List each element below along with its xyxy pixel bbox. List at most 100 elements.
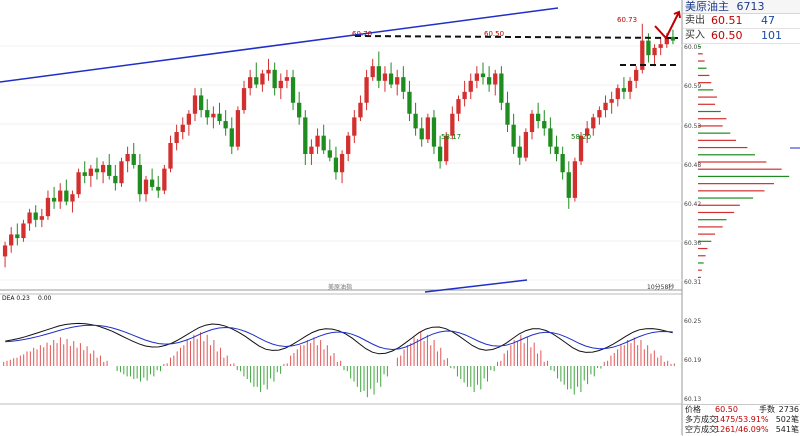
candle-body bbox=[2, 245, 8, 257]
volume-profile-bar bbox=[698, 132, 731, 134]
candle-body bbox=[450, 113, 455, 136]
volume-profile-bar bbox=[698, 110, 721, 113]
candle-body bbox=[290, 77, 296, 103]
candle-body bbox=[82, 172, 87, 176]
stat-long-lots: 502笔 bbox=[775, 415, 799, 424]
candle-body bbox=[137, 164, 143, 195]
stat-price-label: 价格 bbox=[685, 405, 701, 414]
candle-body bbox=[658, 44, 663, 48]
candle-body bbox=[425, 117, 430, 140]
candle-body bbox=[168, 143, 173, 169]
price-tick: 60.53 bbox=[684, 123, 701, 130]
candle-body bbox=[523, 132, 529, 158]
macd-dea-line bbox=[5, 324, 673, 351]
volume-profile-bar bbox=[698, 197, 754, 199]
footer-label: 美原油指 bbox=[328, 283, 352, 291]
quote-title: 美原油主 bbox=[685, 0, 729, 13]
candle-body bbox=[229, 128, 234, 147]
candle-body bbox=[591, 117, 596, 129]
quote-title-row: 美原油主 6713 bbox=[683, 0, 800, 14]
volume-profile-bar bbox=[698, 240, 712, 242]
candle-body bbox=[223, 121, 228, 129]
macd-tick: 60.13 bbox=[684, 396, 701, 403]
candlestick-series bbox=[2, 23, 676, 268]
volume-profile-bar bbox=[698, 60, 705, 62]
stat-short-lots: 541笔 bbox=[775, 425, 799, 434]
candle-body bbox=[100, 164, 106, 173]
candle-body bbox=[352, 117, 357, 136]
upper-trend-line bbox=[0, 7, 559, 83]
volume-profile-bar bbox=[698, 233, 716, 235]
candle-body bbox=[339, 153, 345, 173]
price-tick: 60.31 bbox=[684, 279, 701, 286]
buy-price: 60.50 bbox=[711, 29, 743, 42]
candle-body bbox=[395, 77, 400, 85]
candle-body bbox=[254, 77, 259, 85]
candle-body bbox=[370, 66, 375, 78]
annotation-low-1: 58.17 bbox=[441, 133, 461, 141]
candle-body bbox=[149, 179, 155, 187]
candle-body bbox=[51, 197, 57, 202]
macd-dif-line bbox=[5, 322, 673, 355]
candle-body bbox=[407, 91, 412, 114]
candle-body bbox=[235, 110, 241, 147]
volume-profile-bar bbox=[698, 269, 702, 271]
time-label: 10分58秒 bbox=[647, 283, 674, 291]
candle-body bbox=[646, 40, 651, 56]
volume-profile-bar bbox=[698, 161, 767, 163]
candle-body bbox=[529, 113, 535, 133]
candle-body bbox=[143, 179, 149, 195]
buy-row[interactable]: 买入 60.50 101 bbox=[683, 29, 800, 44]
candle-body bbox=[401, 77, 406, 92]
price-tick: 60.59 bbox=[684, 83, 701, 90]
candle-body bbox=[388, 73, 394, 85]
stat-long-label: 多方成交 bbox=[685, 415, 717, 424]
candle-body bbox=[327, 150, 332, 158]
candle-body bbox=[382, 73, 388, 81]
candle-body bbox=[162, 168, 167, 191]
sell-price: 60.51 bbox=[711, 14, 743, 27]
stat-lots-value: 2736 bbox=[778, 405, 799, 414]
candle-body bbox=[241, 88, 247, 111]
candle-body bbox=[192, 95, 198, 114]
candle-body bbox=[70, 194, 75, 202]
candle-body bbox=[474, 73, 480, 81]
price-tick: 60.48 bbox=[684, 162, 701, 169]
candle-body bbox=[76, 172, 81, 195]
candle-body bbox=[131, 153, 136, 165]
candle-body bbox=[278, 80, 283, 89]
volume-profile-bar bbox=[698, 96, 717, 98]
candle-body bbox=[33, 212, 38, 220]
trade-stats-panel: 价格 60.50 手数 2736 多方成交 1475/53.91% 502笔 空… bbox=[682, 404, 800, 436]
candle-body bbox=[315, 135, 320, 147]
candle-body bbox=[364, 77, 369, 103]
candle-body bbox=[58, 190, 63, 202]
candle-body bbox=[468, 80, 473, 92]
candle-body bbox=[64, 190, 69, 202]
candle-body bbox=[634, 69, 639, 81]
candle-body bbox=[211, 113, 216, 118]
candle-body bbox=[621, 88, 627, 92]
candle-body bbox=[652, 47, 657, 56]
candle-body bbox=[27, 212, 32, 224]
macd-value: 0.00 bbox=[38, 295, 52, 302]
candle-body bbox=[511, 124, 516, 147]
candle-body bbox=[174, 132, 179, 143]
macd-tick: 60.19 bbox=[684, 357, 701, 364]
volume-profile-bar bbox=[698, 53, 703, 55]
candle-body bbox=[554, 146, 559, 154]
annotation-peak-1: 60.70 bbox=[352, 30, 372, 38]
volume-profile-bar bbox=[698, 175, 790, 178]
candle-body bbox=[413, 113, 418, 129]
volume-profile-bar bbox=[698, 204, 740, 206]
macd-histogram bbox=[3, 332, 675, 398]
candle-body bbox=[640, 40, 645, 70]
candle-body bbox=[585, 128, 590, 136]
buy-volume: 101 bbox=[761, 29, 782, 42]
volume-profile-bar bbox=[698, 219, 727, 221]
sell-row[interactable]: 卖出 60.51 47 bbox=[683, 14, 800, 29]
stat-long-value: 1475/53.91% bbox=[715, 415, 769, 424]
annotation-low-2: 58.20 bbox=[571, 133, 591, 141]
volume-profile-bar bbox=[698, 183, 774, 185]
quote-panel: 美原油主 6713 卖出 60.51 47 买入 60.50 101 bbox=[682, 0, 800, 44]
